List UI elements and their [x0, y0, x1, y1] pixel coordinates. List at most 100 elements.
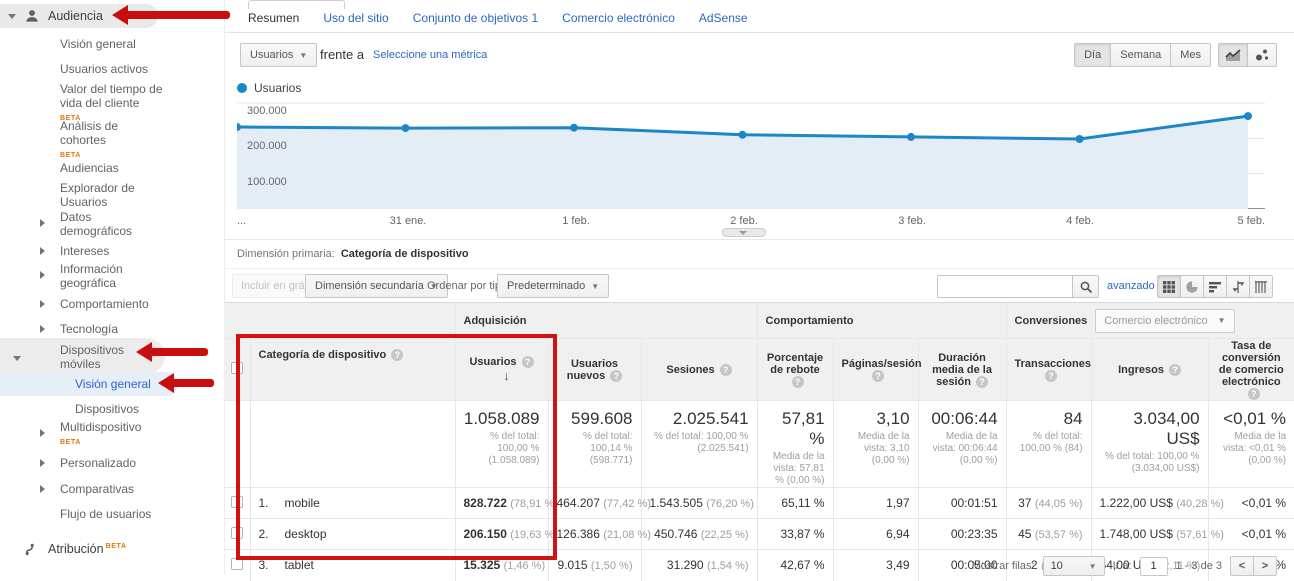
select-all-checkbox[interactable]	[231, 362, 244, 374]
granularity-week-button[interactable]: Semana	[1110, 43, 1172, 67]
help-icon[interactable]: ?	[1168, 363, 1181, 376]
help-icon[interactable]: ?	[975, 375, 988, 388]
row-checkbox[interactable]	[231, 495, 244, 508]
sidebar-item-usuarios-activos[interactable]: Usuarios activos	[60, 62, 149, 76]
column-header-sessions[interactable]: Sesiones?	[640, 338, 758, 401]
help-icon[interactable]: ?	[610, 369, 623, 382]
sidebar-item-audiencias[interactable]: Audiencias	[60, 161, 119, 175]
chevron-right-icon	[40, 247, 45, 255]
tab-conjunto-objetivos[interactable]: Conjunto de objetivos 1	[412, 11, 539, 25]
data-view-button[interactable]	[1157, 275, 1181, 298]
percentage-view-button[interactable]	[1180, 275, 1204, 298]
previous-page-button[interactable]: <	[1230, 556, 1254, 576]
table-toolbar: Incluir en gráfico Dimensión secundaria ▼…	[225, 268, 1294, 300]
sort-type-dropdown[interactable]: Predeterminado ▼	[497, 274, 610, 298]
x-axis-tick: 31 ene.	[389, 215, 427, 227]
advanced-search-link[interactable]: avanzado	[1107, 280, 1155, 292]
rows-per-page-dropdown[interactable]: 10 ▼	[1042, 556, 1105, 576]
sidebar-item-comparativas[interactable]: Comparativas	[0, 482, 225, 496]
metric-selector-dropdown[interactable]: Usuarios ▼	[240, 43, 318, 67]
total-sessions: 2.025.541% del total: 100,00 % (2.025.54…	[640, 400, 758, 488]
chevron-down-icon: ▼	[1217, 316, 1226, 325]
help-icon[interactable]: ?	[791, 375, 804, 388]
table-pagination: Mostrar filas: 10▼ Ir a: 1 - 3 de 3 < >	[972, 556, 1277, 576]
beta-badge: BETA	[60, 439, 81, 446]
sidebar-item-flujo-usuarios[interactable]: Flujo de usuarios	[60, 507, 152, 521]
report-tabs: Resumen Uso del sitio Conjunto de objeti…	[248, 11, 748, 25]
device-category-table: Adquisición Comportamiento Conversiones C…	[225, 302, 1294, 581]
sidebar-item-dispositivos[interactable]: Dispositivos	[75, 402, 140, 416]
motion-chart-toggle-button[interactable]	[1247, 43, 1277, 67]
x-axis-tick: 2 feb.	[730, 215, 758, 227]
device-category-table-wrap: Adquisición Comportamiento Conversiones C…	[225, 302, 1294, 581]
tab-adsense[interactable]: AdSense	[698, 11, 748, 25]
explorer-tab-partial[interactable]	[248, 0, 345, 9]
search-button[interactable]	[1072, 275, 1099, 298]
sort-by-label: Ordenar por tipo:	[427, 280, 511, 292]
pivot-view-button[interactable]	[1249, 275, 1273, 298]
conversions-type-dropdown[interactable]: Comercio electrónico ▼	[1095, 308, 1235, 333]
chart-plot-area: 300.000 200.000 100.000	[233, 100, 1265, 209]
table-grid-icon	[1163, 280, 1175, 293]
total-new-users: 599.608% del total: 100,14 % (598.771)	[547, 400, 641, 488]
column-header-new-users[interactable]: Usuarios nuevos?	[547, 338, 641, 401]
sidebar-item-analisis-cohortes[interactable]: Análisis de cohortes BETA	[0, 119, 225, 163]
row-checkbox[interactable]	[231, 557, 244, 570]
help-icon[interactable]: ?	[1045, 369, 1058, 382]
secondary-dimension-dropdown[interactable]: Dimensión secundaria ▼	[305, 274, 448, 298]
total-bounce: 57,81 % Media de la vista: 57,81 % (0,00 …	[756, 400, 834, 488]
granularity-day-button[interactable]: Día	[1074, 43, 1112, 67]
help-icon[interactable]: ?	[391, 349, 404, 361]
column-header-duration[interactable]: Duración media de la sesión?	[917, 338, 1007, 401]
sidebar-section-atribucion[interactable]: Atribución BETA	[0, 542, 225, 556]
select-metric-link[interactable]: Seleccione una métrica	[373, 49, 488, 61]
report-tabs-bar: Resumen Uso del sitio Conjunto de objeti…	[225, 0, 1294, 33]
sidebar-section-audiencia[interactable]: Audiencia	[0, 4, 225, 28]
help-icon[interactable]: ?	[719, 363, 732, 376]
sidebar: Audiencia Visión general Usuarios activo…	[0, 0, 225, 577]
column-header-conv-rate[interactable]: Tasa de conversión de comercio electróni…	[1207, 338, 1294, 401]
tab-uso-del-sitio[interactable]: Uso del sitio	[323, 11, 389, 25]
sidebar-item-vision-general-moviles[interactable]: Visión general	[0, 372, 225, 396]
sidebar-item-informacion-geografica[interactable]: Información geográfica	[0, 262, 225, 290]
audience-person-icon	[26, 10, 38, 22]
chevron-down-icon: ▼	[299, 50, 308, 60]
sidebar-item-comportamiento[interactable]: Comportamiento	[0, 297, 225, 311]
row-checkbox[interactable]	[231, 526, 244, 539]
sidebar-item-personalizado[interactable]: Personalizado	[0, 456, 225, 470]
goto-page-input[interactable]	[1139, 556, 1168, 576]
chevron-right-icon	[40, 429, 45, 437]
device-name-cell: 2. desktop	[249, 518, 455, 550]
goto-label: Ir a:	[1112, 560, 1132, 572]
timeline-slider-handle[interactable]	[722, 228, 766, 237]
column-header-device[interactable]: Categoría de dispositivo?	[249, 338, 455, 401]
table-search	[937, 275, 1099, 298]
granularity-controls: Día Semana Mes	[1074, 43, 1277, 67]
sidebar-item-tecnologia[interactable]: Tecnología	[0, 322, 225, 336]
column-header-revenue[interactable]: Ingresos?	[1090, 338, 1209, 401]
help-icon[interactable]: ?	[872, 369, 885, 382]
column-header-users[interactable]: Usuarios ?↓	[454, 338, 548, 401]
sidebar-item-valor-tiempo-vida[interactable]: Valor del tiempo de vida del cliente BETA	[0, 82, 225, 126]
sidebar-item-explorador-usuarios[interactable]: Explorador de Usuarios	[60, 181, 135, 209]
column-header-transactions[interactable]: Transacciones?	[1005, 338, 1092, 401]
comparison-icon	[1232, 280, 1245, 293]
primary-dimension-value[interactable]: Categoría de dispositivo	[340, 248, 469, 260]
line-chart-toggle-button[interactable]	[1218, 43, 1248, 67]
sidebar-item-dispositivos-moviles[interactable]: Dispositivos móviles	[0, 338, 225, 374]
help-icon[interactable]: ?	[1247, 387, 1260, 400]
next-page-button[interactable]: >	[1253, 556, 1277, 576]
column-header-pages[interactable]: Páginas/sesión?	[832, 338, 922, 401]
help-icon[interactable]: ?	[521, 356, 534, 368]
sidebar-item-datos-demograficos[interactable]: Datos demográficos	[0, 210, 225, 238]
comparison-view-button[interactable]	[1226, 275, 1250, 298]
performance-view-button[interactable]	[1203, 275, 1227, 298]
sidebar-item-multidispositivo[interactable]: Multidispositivo BETA	[0, 420, 225, 450]
sidebar-item-vision-general[interactable]: Visión general	[60, 37, 136, 51]
granularity-month-button[interactable]: Mes	[1170, 43, 1211, 67]
search-input[interactable]	[937, 275, 1072, 298]
tab-comercio-electronico[interactable]: Comercio electrónico	[562, 11, 675, 25]
sidebar-item-intereses[interactable]: Intereses	[0, 244, 225, 258]
column-header-bounce[interactable]: Porcentaje de rebote?	[756, 338, 834, 401]
tab-resumen[interactable]: Resumen	[248, 11, 300, 25]
